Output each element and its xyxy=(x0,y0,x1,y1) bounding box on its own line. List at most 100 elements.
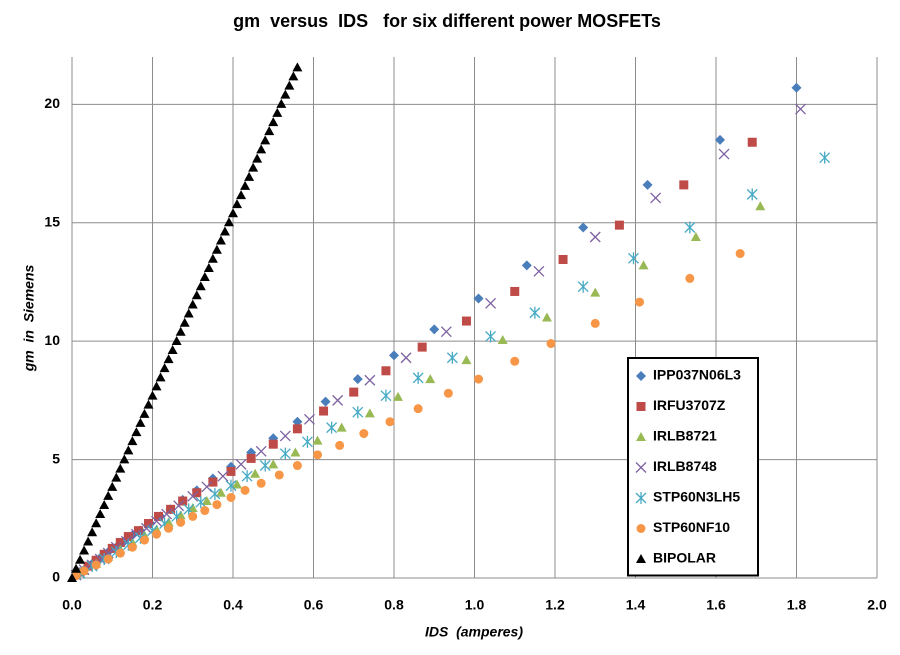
point xyxy=(246,453,256,463)
point xyxy=(103,554,113,564)
point xyxy=(381,366,391,376)
point xyxy=(715,134,726,145)
series xyxy=(70,103,806,581)
point xyxy=(393,391,404,401)
point xyxy=(215,235,226,245)
point xyxy=(176,517,186,527)
point xyxy=(135,417,146,427)
point xyxy=(95,509,106,519)
point xyxy=(313,450,323,460)
point xyxy=(115,548,125,558)
point xyxy=(225,479,237,492)
point xyxy=(364,374,376,386)
point xyxy=(155,372,166,382)
point xyxy=(103,490,114,500)
legend-label: IPP037N06L3 xyxy=(653,367,741,383)
point xyxy=(83,536,94,546)
point xyxy=(510,356,520,366)
point xyxy=(226,492,236,502)
point xyxy=(746,188,758,201)
point xyxy=(139,535,149,545)
point xyxy=(99,500,110,510)
point xyxy=(272,107,283,117)
point xyxy=(201,481,213,493)
x-tick-label: 0.6 xyxy=(304,597,324,613)
legend-label: STP60N3LH5 xyxy=(653,489,740,505)
point xyxy=(292,424,302,434)
point xyxy=(264,126,275,136)
point xyxy=(228,208,238,218)
point xyxy=(589,231,601,243)
point xyxy=(429,324,440,335)
point xyxy=(389,350,399,361)
point xyxy=(152,529,162,539)
point xyxy=(260,135,271,145)
point xyxy=(115,463,126,473)
point xyxy=(123,532,133,542)
y-tick-label: 10 xyxy=(44,332,60,348)
point xyxy=(175,326,186,336)
point xyxy=(127,436,138,446)
y-tick-label: 0 xyxy=(52,569,60,585)
point xyxy=(412,371,424,384)
point xyxy=(268,117,279,127)
point xyxy=(400,352,412,364)
point xyxy=(256,478,266,488)
point xyxy=(151,515,162,527)
point xyxy=(183,308,194,318)
point xyxy=(461,316,471,326)
point xyxy=(91,518,102,528)
point xyxy=(335,440,345,450)
y-tick-label: 15 xyxy=(44,213,60,229)
point xyxy=(240,485,250,495)
point xyxy=(236,190,247,200)
point xyxy=(268,459,279,469)
point xyxy=(326,421,338,434)
point xyxy=(111,472,122,482)
point xyxy=(248,162,259,172)
legend-label: BIPOLAR xyxy=(653,550,716,566)
point xyxy=(159,363,170,373)
point xyxy=(268,439,278,449)
point xyxy=(188,511,198,521)
point xyxy=(417,342,427,352)
x-tick-label: 1.2 xyxy=(545,597,565,613)
point xyxy=(735,249,745,259)
legend: IPP037N06L3 IRFU3707Z IRLB8721 IRLB8748 STP6… xyxy=(627,357,759,577)
point xyxy=(167,344,178,354)
point xyxy=(139,408,150,418)
point xyxy=(558,254,568,264)
point xyxy=(215,487,226,497)
x-tick-label: 1.4 xyxy=(626,597,646,613)
point xyxy=(179,317,190,327)
legend-box xyxy=(627,357,759,577)
point xyxy=(474,374,484,384)
point xyxy=(284,80,295,90)
point xyxy=(352,374,363,385)
point xyxy=(217,470,229,482)
point xyxy=(71,563,82,573)
series xyxy=(71,249,745,581)
point xyxy=(312,435,323,445)
point xyxy=(755,201,766,211)
point xyxy=(440,326,452,338)
y-tick-label: 5 xyxy=(52,450,60,466)
point xyxy=(195,496,207,509)
point xyxy=(279,430,291,442)
point xyxy=(614,220,624,230)
point xyxy=(250,468,261,478)
point xyxy=(207,253,218,263)
point xyxy=(485,297,497,309)
point xyxy=(131,427,142,437)
point xyxy=(533,265,545,277)
x-tick-label: 0.2 xyxy=(143,597,163,613)
legend-marker xyxy=(635,462,647,473)
point xyxy=(577,280,589,293)
point xyxy=(288,71,299,81)
point xyxy=(147,390,158,400)
point xyxy=(590,318,600,328)
point xyxy=(413,404,423,414)
point xyxy=(241,470,253,483)
point xyxy=(173,500,185,512)
